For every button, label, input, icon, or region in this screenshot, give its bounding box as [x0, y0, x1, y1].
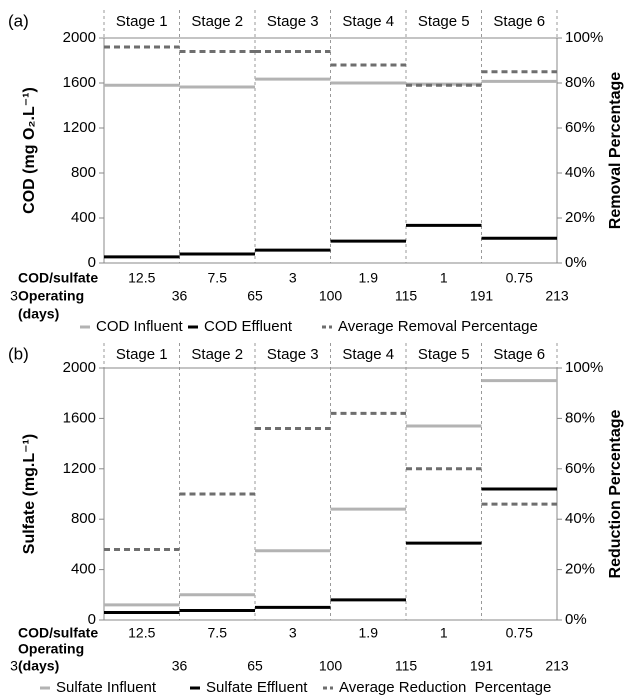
- stage-label: Stage 6: [493, 13, 545, 30]
- ratio-row-label: COD/sulfate: [18, 270, 98, 286]
- ratio-value: 1: [440, 270, 448, 286]
- ratio-value: 3: [289, 625, 297, 641]
- y2-tick-label: 40%: [565, 164, 595, 181]
- legend-label: COD Effluent: [204, 318, 293, 335]
- legend-label: Sulfate Influent: [56, 679, 157, 696]
- y2-tick-label: 100%: [565, 359, 603, 376]
- stage-label: Stage 4: [342, 346, 394, 363]
- stage-label: Stage 1: [116, 346, 168, 363]
- y-tick-label: 400: [71, 561, 96, 578]
- stage-label: Stage 5: [418, 13, 470, 30]
- day-value: 36: [172, 658, 188, 674]
- y2-tick-label: 60%: [565, 119, 595, 136]
- legend-label: Average Reduction Percentage: [339, 679, 551, 696]
- days-row-label: (days): [18, 658, 59, 674]
- y-axis-title: Sulfate (mg.L⁻¹): [21, 434, 38, 554]
- y-tick-label: 2000: [63, 359, 96, 376]
- y-tick-label: 800: [71, 164, 96, 181]
- legend-label: COD Influent: [96, 318, 184, 335]
- day-value: 3: [10, 658, 18, 674]
- day-value: 3: [10, 288, 18, 304]
- ratio-value: 1: [440, 625, 448, 641]
- stage-label: Stage 3: [267, 13, 319, 30]
- days-row-label: Operating: [18, 288, 84, 304]
- ratio-value: 12.5: [128, 625, 155, 641]
- days-row-label: (days): [18, 306, 59, 322]
- stage-label: Stage 3: [267, 346, 319, 363]
- y-tick-label: 1200: [63, 119, 96, 136]
- day-value: 100: [319, 658, 343, 674]
- day-value: 191: [470, 288, 494, 304]
- y2-tick-label: 40%: [565, 510, 595, 527]
- y-tick-label: 0: [88, 254, 96, 271]
- y2-axis-title: Removal Percentage: [607, 72, 624, 230]
- day-value: 213: [545, 288, 569, 304]
- y2-tick-label: 20%: [565, 209, 595, 226]
- ratio-row-label: COD/sulfate: [18, 625, 98, 641]
- ratio-value: 3: [289, 270, 297, 286]
- y-tick-label: 1600: [63, 74, 96, 91]
- panel-label: (b): [8, 344, 29, 363]
- stage-label: Stage 2: [191, 13, 243, 30]
- day-value: 115: [395, 288, 418, 304]
- day-value: 65: [247, 658, 263, 674]
- day-value: 191: [470, 658, 494, 674]
- stage-label: Stage 2: [191, 346, 243, 363]
- legend-label: Sulfate Effluent: [206, 679, 308, 696]
- day-value: 115: [395, 658, 418, 674]
- stage-label: Stage 1: [116, 13, 168, 30]
- day-value: 100: [319, 288, 343, 304]
- y2-tick-label: 80%: [565, 409, 595, 426]
- ratio-value: 12.5: [128, 270, 155, 286]
- stage-label: Stage 5: [418, 346, 470, 363]
- y2-tick-label: 80%: [565, 74, 595, 91]
- panel-label: (a): [8, 11, 29, 30]
- ratio-value: 1.9: [359, 270, 379, 286]
- y-tick-label: 800: [71, 510, 96, 527]
- ratio-value: 1.9: [359, 625, 379, 641]
- y-tick-label: 0: [88, 611, 96, 628]
- y2-tick-label: 0%: [565, 254, 587, 271]
- day-value: 213: [545, 658, 569, 674]
- y-tick-label: 1600: [63, 409, 96, 426]
- y2-tick-label: 100%: [565, 29, 603, 46]
- ratio-value: 0.75: [506, 270, 533, 286]
- stage-label: Stage 6: [493, 346, 545, 363]
- ratio-value: 0.75: [506, 625, 533, 641]
- ratio-value: 7.5: [208, 625, 228, 641]
- y2-tick-label: 20%: [565, 561, 595, 578]
- y2-tick-label: 60%: [565, 460, 595, 477]
- y2-axis-title: Reduction Percentage: [607, 409, 624, 578]
- day-value: 65: [247, 288, 263, 304]
- ratio-value: 7.5: [208, 270, 228, 286]
- legend-label: Average Removal Percentage: [338, 318, 538, 335]
- y-axis-title: COD (mg O₂.L⁻¹): [21, 87, 38, 214]
- y-tick-label: 1200: [63, 460, 96, 477]
- y2-tick-label: 0%: [565, 611, 587, 628]
- days-row-label: Operating: [18, 641, 84, 657]
- day-value: 36: [172, 288, 188, 304]
- y-tick-label: 2000: [63, 29, 96, 46]
- y-tick-label: 400: [71, 209, 96, 226]
- stage-label: Stage 4: [342, 13, 394, 30]
